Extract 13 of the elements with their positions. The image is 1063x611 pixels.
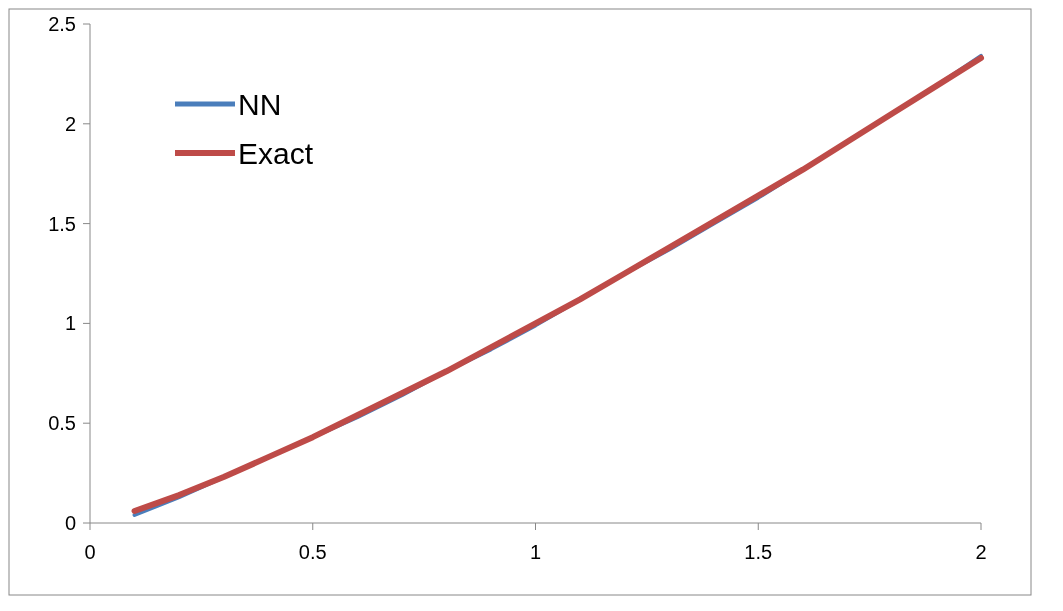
y-tick-label: 0: [64, 512, 76, 534]
y-tick-label: 1: [64, 312, 76, 335]
y-tick-label: 0.5: [48, 412, 76, 435]
x-tick-label: 1.5: [744, 541, 773, 563]
y-tick-label: 2.5: [48, 13, 76, 35]
legend-label: NN: [238, 87, 282, 121]
x-tick-label: 2: [975, 541, 987, 563]
x-tick-label: 0: [84, 541, 96, 563]
x-tick-label: 1: [529, 541, 542, 563]
y-tick-label: 2: [64, 112, 76, 135]
legend-label: Exact: [238, 136, 314, 170]
y-tick-label: 1.5: [48, 212, 76, 235]
x-tick-label: 0.5: [298, 541, 327, 563]
